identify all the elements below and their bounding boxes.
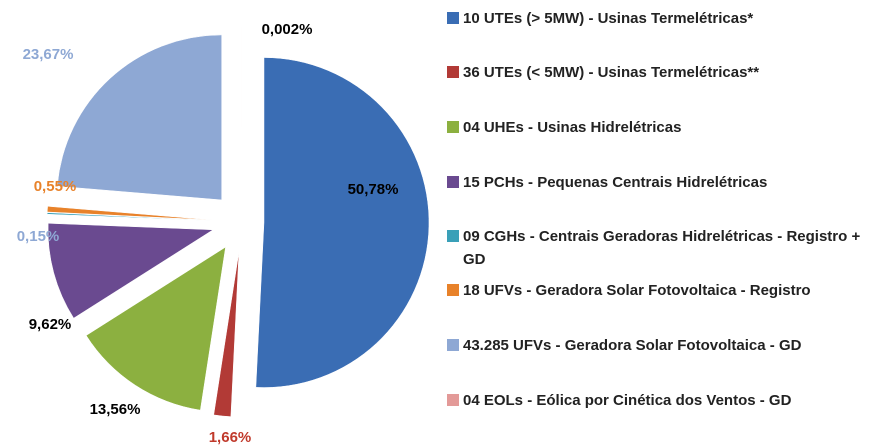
legend-label: 15 PCHs - Pequenas Centrais Hidrelétrica…: [463, 174, 768, 191]
pie-slice: [47, 223, 214, 319]
pie-slice: [56, 34, 222, 201]
data-label: 23,67%: [23, 46, 74, 63]
legend-entry: 18 UFVs - Geradora Solar Fotovoltaica - …: [447, 279, 877, 302]
legend-swatch: [447, 66, 459, 78]
legend-swatch: [447, 394, 459, 406]
legend-entry: 04 UHEs - Usinas Hidrelétricas: [447, 116, 877, 139]
data-label: 1,66%: [209, 429, 252, 446]
legend-swatch: [447, 230, 459, 242]
legend-label: 04 UHEs - Usinas Hidrelétricas: [463, 119, 682, 136]
legend-swatch: [447, 12, 459, 24]
data-label: 0,15%: [17, 228, 60, 245]
data-label: 13,56%: [90, 401, 141, 418]
legend-entry: 15 PCHs - Pequenas Centrais Hidrelétrica…: [447, 171, 877, 194]
legend-entry: 09 CGHs - Centrais Geradoras Hidrelétric…: [447, 225, 877, 271]
legend-entry: 10 UTEs (> 5MW) - Usinas Termelétricas*: [447, 7, 877, 30]
legend-label: 04 EOLs - Eólica por Cinética dos Ventos…: [463, 392, 792, 409]
legend-swatch: [447, 176, 459, 188]
legend-label: 18 UFVs - Geradora Solar Fotovoltaica - …: [463, 282, 811, 299]
data-label: 9,62%: [29, 316, 72, 333]
legend-label: 36 UTEs (< 5MW) - Usinas Termelétricas**: [463, 64, 760, 81]
pie-slice: [46, 212, 213, 221]
data-label: 0,002%: [262, 21, 313, 38]
legend-entry: 43.285 UFVs - Geradora Solar Fotovoltaic…: [447, 334, 877, 357]
data-label: 50,78%: [348, 181, 399, 198]
legend-entry: 04 EOLs - Eólica por Cinética dos Ventos…: [447, 389, 877, 412]
legend-label: 43.285 UFVs - Geradora Solar Fotovoltaic…: [463, 337, 802, 354]
pie-slice: [85, 246, 226, 411]
legend-label: 09 CGHs - Centrais Geradoras Hidrelétric…: [463, 228, 861, 268]
data-label: 0,55%: [34, 178, 77, 195]
pie-slice: [255, 57, 430, 388]
legend-swatch: [447, 339, 459, 351]
pie-slice: [213, 251, 240, 417]
legend-label: 10 UTEs (> 5MW) - Usinas Termelétricas*: [463, 10, 754, 27]
legend-swatch: [447, 121, 459, 133]
legend-swatch: [447, 284, 459, 296]
pie-slice: [46, 206, 213, 221]
legend-entry: 36 UTEs (< 5MW) - Usinas Termelétricas**: [447, 61, 877, 84]
